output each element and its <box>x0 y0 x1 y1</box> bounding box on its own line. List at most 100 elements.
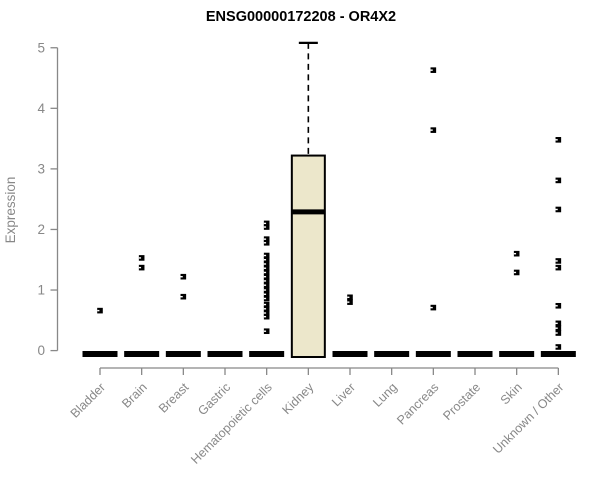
y-axis-title: Expression <box>3 177 18 244</box>
outlier-point-notch <box>430 306 433 309</box>
plot-content-group <box>82 41 576 358</box>
x-category-label-brain: Brain <box>119 380 150 411</box>
x-category-label-gastric: Gastric <box>195 380 233 418</box>
zero-expression-bar-prostate <box>457 351 493 357</box>
outlier-point <box>180 273 187 280</box>
outlier-point-notch <box>263 330 267 332</box>
outlier-point <box>555 302 562 309</box>
outlier-point-notch <box>180 276 183 278</box>
outlier-point-notch <box>263 303 267 306</box>
outlier-point <box>97 307 103 314</box>
box-kidney <box>290 154 326 358</box>
outlier-point-notch <box>513 252 517 255</box>
outlier-point <box>263 313 270 320</box>
outlier-point <box>180 293 187 300</box>
x-category-label-kidney: Kidney <box>280 380 317 417</box>
outlier-point-notch <box>555 332 558 334</box>
outlier-point-notch <box>555 327 558 329</box>
zero-expression-bar-gastric <box>207 351 243 357</box>
outlier-point-notch <box>263 289 267 291</box>
outlier-point-notch <box>263 267 267 269</box>
outlier-point <box>513 269 520 276</box>
outlier-point <box>263 252 270 259</box>
outlier-point-notch <box>263 315 267 318</box>
outlier-point-notch <box>263 259 267 261</box>
outlier-point-notch <box>263 293 267 295</box>
outlier-point-notch <box>263 271 267 274</box>
outlier-point <box>263 306 270 312</box>
outlier-point-notch <box>555 266 558 269</box>
outlier-point-notch <box>263 238 267 240</box>
x-category-label-skin: Skin <box>498 380 525 407</box>
outlier-point-notch <box>263 280 267 282</box>
outlier-point <box>263 282 270 288</box>
outlier-point <box>430 127 437 133</box>
outlier-point <box>138 255 145 261</box>
outlier-point-notch <box>347 296 350 298</box>
outlier-point-notch <box>555 322 558 325</box>
outlier-point-notch <box>263 312 267 314</box>
outlier-point-notch <box>347 301 350 303</box>
outlier-point <box>263 291 270 298</box>
outlier-point-notch <box>97 309 100 312</box>
y-tick-label: 3 <box>37 161 45 176</box>
zero-expression-bar-brain <box>124 351 160 357</box>
x-category-label-bladder: Bladder <box>68 380 108 420</box>
outlier-point <box>263 295 270 302</box>
outlier-point <box>138 264 145 271</box>
outlier-point <box>263 256 270 263</box>
outlier-point <box>555 325 562 331</box>
outlier-point <box>263 265 270 272</box>
outlier-point <box>430 67 437 73</box>
outlier-point-notch <box>138 266 142 269</box>
y-tick-label: 2 <box>37 222 45 237</box>
outlier-point <box>555 344 562 350</box>
outlier-point-notch <box>263 254 267 257</box>
x-category-label-breast: Breast <box>156 380 192 416</box>
outlier-point <box>430 304 437 311</box>
outlier-point <box>263 310 270 316</box>
outlier-point <box>555 177 562 184</box>
outlier-point-notch <box>263 284 267 286</box>
outlier-point-notch <box>555 260 558 262</box>
outlier-point <box>555 320 562 327</box>
outlier-point-notch <box>263 297 267 300</box>
outlier-point-notch <box>555 305 558 307</box>
outlier-point-notch <box>513 271 517 274</box>
chart-title: ENSG00000172208 - OR4X2 <box>206 9 396 25</box>
outlier-point <box>555 206 562 213</box>
y-tick-label: 1 <box>37 283 45 298</box>
outlier-point <box>263 273 270 280</box>
x-category-label-prostate: Prostate <box>440 380 483 423</box>
outlier-point <box>263 224 270 230</box>
x-category-label-lung: Lung <box>370 380 400 410</box>
outlier-point-notch <box>263 226 267 228</box>
outlier-point <box>347 294 353 301</box>
outlier-point-notch <box>263 263 267 265</box>
outlier-point <box>555 264 562 271</box>
y-tick-label: 0 <box>37 343 45 358</box>
outlier-point-notch <box>263 308 267 310</box>
x-category-label-hematopoietic-cells: Hematopoietic cells <box>188 380 275 467</box>
outlier-point <box>555 258 562 264</box>
outlier-point-notch <box>430 69 433 71</box>
outlier-point-notch <box>138 257 142 259</box>
outlier-point <box>263 220 270 227</box>
zero-expression-bar-hematopoietic-cells <box>249 351 285 357</box>
zero-expression-bar-bladder <box>82 351 118 357</box>
zero-expression-bar-breast <box>165 351 201 357</box>
outlier-point <box>263 239 270 246</box>
outlier-point <box>513 250 520 257</box>
outlier-point-notch <box>555 208 558 211</box>
outlier-point <box>263 328 270 335</box>
y-tick-label: 5 <box>37 40 45 55</box>
outlier-point <box>555 137 562 143</box>
x-category-label-unknown-other: Unknown / Other <box>490 380 566 456</box>
x-category-label-pancreas: Pancreas <box>394 380 441 427</box>
outlier-point-notch <box>263 222 267 225</box>
zero-expression-bar-pancreas <box>415 351 451 357</box>
x-category-label-liver: Liver <box>329 380 358 409</box>
outlier-point <box>263 236 270 242</box>
